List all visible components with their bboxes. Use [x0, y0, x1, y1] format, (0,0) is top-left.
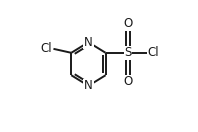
Text: O: O [123, 17, 133, 30]
Text: Cl: Cl [147, 46, 159, 59]
Text: N: N [84, 36, 93, 49]
Text: Cl: Cl [40, 42, 52, 55]
Text: N: N [84, 79, 93, 92]
Text: O: O [123, 75, 133, 88]
Text: S: S [124, 46, 132, 59]
